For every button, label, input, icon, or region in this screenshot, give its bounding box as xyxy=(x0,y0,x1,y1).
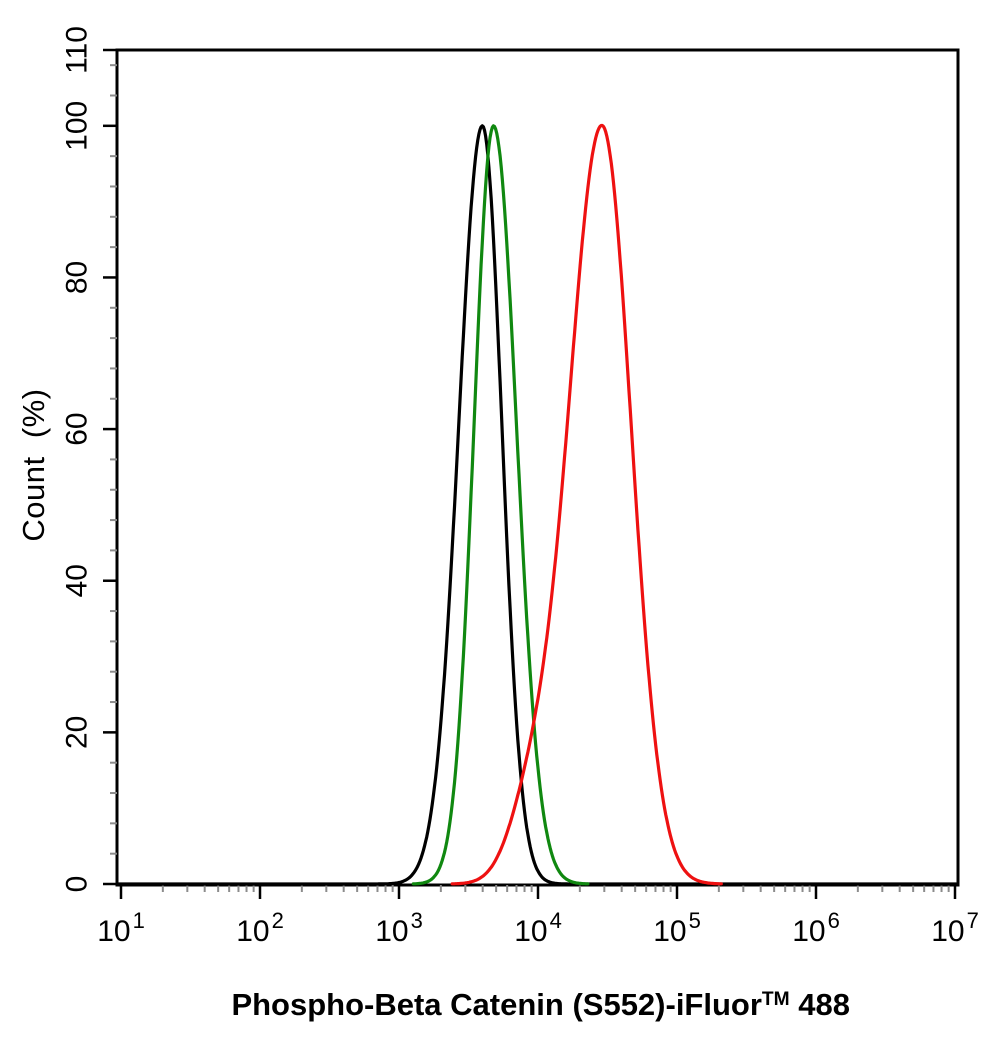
chart-canvas: 101 102 103 104 105 106 107 0 20 40 60 80 100 110 xyxy=(61,26,979,948)
x-axis-title-tail: 488 xyxy=(789,987,850,1022)
x-tick-label: 102 xyxy=(236,908,284,948)
x-tick-label: 101 xyxy=(97,908,145,948)
y-tick-label: 40 xyxy=(61,564,94,597)
x-axis-title-main: Phospho-Beta Catenin (S552)-iFluor xyxy=(231,987,762,1022)
series-green-histogram xyxy=(411,124,590,886)
x-tick-label: 105 xyxy=(653,908,701,948)
flow-cytometry-histogram: 101 102 103 104 105 106 107 0 20 40 60 80 100 110 Cou… xyxy=(16,26,979,1022)
y-tick-label: 60 xyxy=(61,412,94,445)
trademark-superscript: TM xyxy=(761,989,790,1011)
x-tick-label: 106 xyxy=(792,908,840,948)
x-tick-label: 103 xyxy=(375,908,423,948)
y-axis-title: Count (%) xyxy=(16,388,51,542)
y-tick-label: 20 xyxy=(61,716,94,749)
x-tick-label: 104 xyxy=(514,908,562,948)
series-black-histogram xyxy=(115,124,958,886)
x-axis-title: Phospho-Beta Catenin (S552)-iFluorTM 488 xyxy=(103,951,944,1059)
y-tick-label: 100 xyxy=(61,101,94,151)
series-red-histogram xyxy=(450,123,723,886)
y-tick-label: 110 xyxy=(61,26,94,74)
x-tick-label: 107 xyxy=(931,908,979,948)
y-tick-label: 80 xyxy=(61,261,94,294)
y-tick-label: 0 xyxy=(61,876,94,893)
